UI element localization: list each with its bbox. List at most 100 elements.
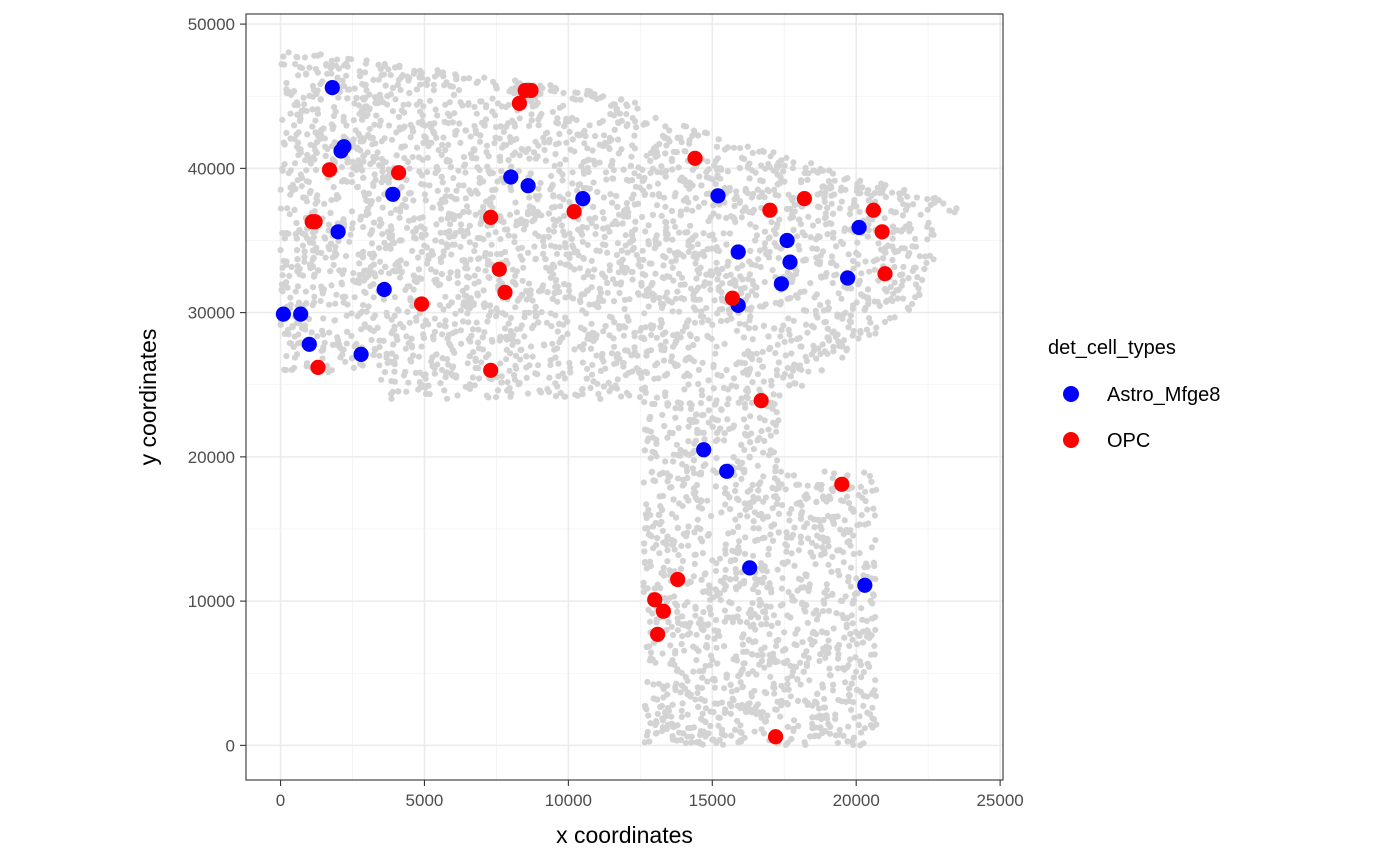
background-cell-point (561, 232, 568, 239)
background-cell-point (705, 218, 712, 225)
background-cell-point (834, 739, 842, 747)
background-cell-point (796, 365, 803, 372)
background-cell-point (635, 290, 642, 297)
background-cell-point (658, 702, 666, 710)
background-cell-point (664, 289, 671, 296)
background-cell-point (842, 698, 850, 705)
background-cell-point (437, 380, 444, 387)
background-cell-point (656, 550, 663, 557)
background-cell-point (856, 550, 863, 557)
background-cell-point (329, 341, 337, 348)
background-cell-point (622, 232, 629, 239)
background-cell-point (584, 241, 591, 248)
background-cell-point (793, 481, 800, 488)
background-cell-point (277, 186, 284, 193)
background-cell-point (479, 346, 486, 353)
background-cell-point (439, 355, 446, 362)
background-cell-point (512, 77, 519, 84)
background-cell-point (737, 273, 744, 280)
background-cell-point (561, 212, 568, 220)
background-cell-point (543, 319, 551, 326)
background-cell-point (721, 430, 728, 437)
background-cell-point (800, 584, 808, 591)
background-cell-point (364, 149, 371, 156)
background-cell-point (770, 612, 778, 619)
background-cell-point (503, 123, 510, 130)
background-cell-point (669, 733, 676, 740)
background-cell-point (829, 590, 836, 598)
background-cell-point (817, 302, 824, 309)
background-cell-point (376, 337, 383, 344)
background-cell-point (648, 469, 655, 476)
background-cell-point (430, 87, 437, 94)
background-cell-point (556, 193, 563, 200)
background-cell-point (552, 380, 559, 387)
background-cell-point (802, 571, 809, 578)
background-cell-point (569, 95, 576, 102)
background-cell-point (551, 222, 558, 229)
background-cell-point (378, 138, 385, 145)
background-cell-point (822, 318, 830, 326)
background-cell-point (700, 411, 707, 418)
background-cell-point (750, 525, 757, 532)
background-cell-point (707, 722, 714, 730)
background-cell-point (535, 319, 542, 326)
background-cell-point (688, 285, 695, 292)
background-cell-point (710, 202, 717, 209)
background-cell-point (489, 95, 496, 102)
background-cell-point (504, 226, 511, 233)
background-cell-point (707, 512, 715, 520)
background-cell-point (916, 291, 923, 298)
background-cell-point (624, 347, 631, 354)
background-cell-point (432, 106, 439, 113)
background-cell-point (524, 211, 532, 218)
background-cell-point (835, 696, 842, 704)
background-cell-point (713, 259, 720, 266)
background-cell-point (743, 709, 750, 716)
background-cell-point (593, 352, 600, 359)
background-cell-point (734, 265, 741, 272)
background-cell-point (511, 149, 519, 156)
background-cell-point (318, 249, 325, 256)
background-cell-point (692, 612, 699, 619)
background-cell-point (565, 282, 572, 289)
background-cell-point (447, 269, 454, 276)
background-cell-point (781, 371, 789, 378)
background-cell-point (384, 93, 391, 100)
background-cell-point (480, 203, 487, 210)
background-cell-point (621, 305, 628, 313)
background-cell-point (458, 227, 465, 234)
background-cell-point (861, 306, 868, 313)
background-cell-point (298, 183, 305, 190)
background-cell-point (453, 187, 460, 194)
background-cell-point (352, 127, 359, 134)
background-cell-point (855, 190, 862, 197)
background-cell-point (393, 333, 400, 340)
background-cell-point (550, 192, 557, 199)
background-cell-point (457, 307, 464, 314)
background-cell-point (851, 200, 858, 207)
background-cell-point (545, 233, 552, 240)
background-cell-point (745, 292, 752, 299)
background-cell-point (842, 186, 849, 193)
background-cell-point (763, 718, 770, 725)
background-cell-point (343, 340, 350, 347)
background-cell-point (809, 630, 816, 637)
background-cell-point (873, 324, 880, 331)
background-cell-point (815, 345, 822, 352)
background-cell-point (519, 277, 526, 284)
background-cell-point (889, 235, 896, 242)
background-cell-point (722, 583, 730, 590)
background-cell-point (739, 634, 746, 641)
background-cell-point (593, 223, 600, 230)
background-cell-point (559, 177, 566, 184)
background-cell-point (924, 206, 931, 213)
background-cell-point (712, 181, 719, 188)
background-cell-point (485, 312, 492, 319)
background-cell-point (770, 227, 778, 234)
background-cell-point (777, 468, 785, 475)
background-cell-point (286, 272, 293, 279)
background-cell-point (665, 618, 672, 626)
background-cell-point (685, 344, 692, 351)
background-cell-point (807, 514, 814, 521)
